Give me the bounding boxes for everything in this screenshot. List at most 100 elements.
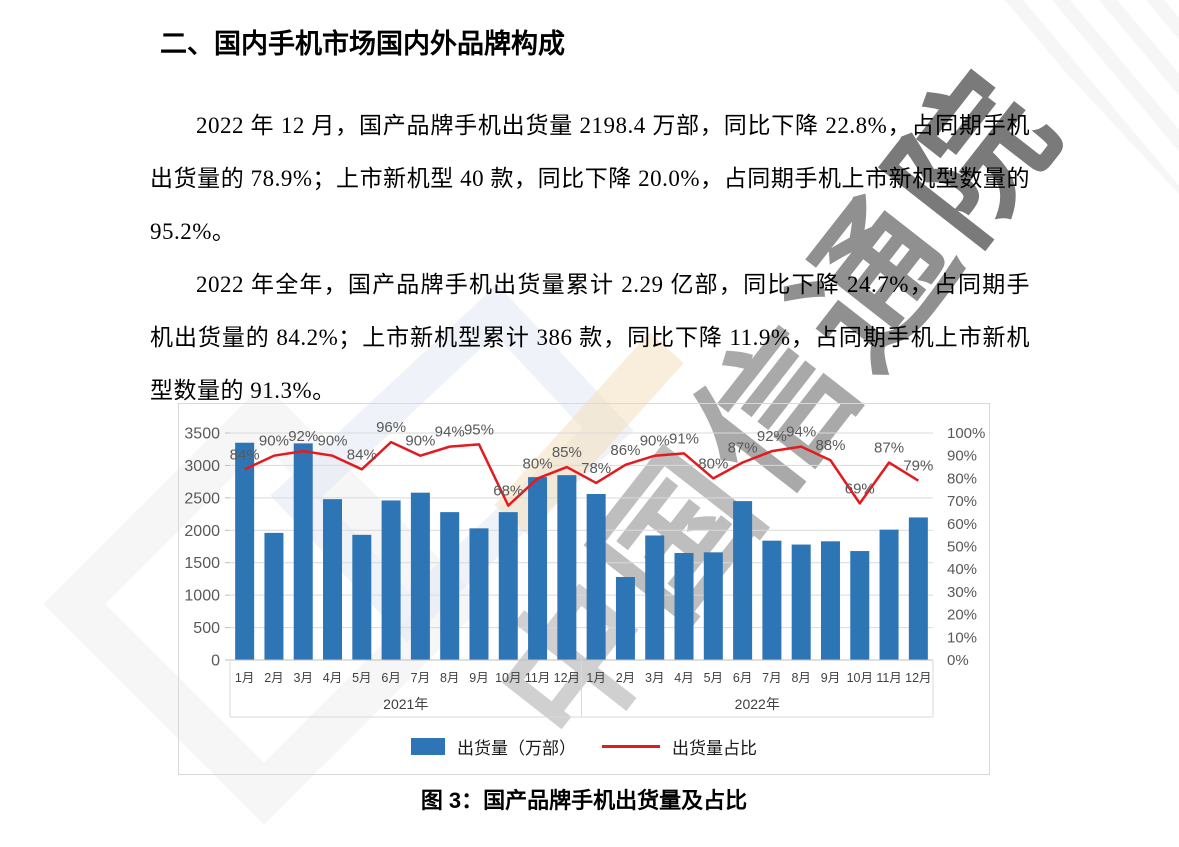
body-text: 2022 年 12 月，国产品牌手机出货量 2198.4 万部，同比下降 22.… — [150, 99, 1030, 417]
month-label: 6月 — [381, 671, 400, 685]
right-axis-label: 60% — [947, 516, 977, 533]
bar-2021年-3月 — [293, 443, 313, 660]
month-label: 1月 — [586, 671, 605, 685]
month-label: 2月 — [264, 671, 283, 685]
month-label: 7月 — [411, 671, 430, 685]
month-label: 11月 — [876, 671, 901, 685]
month-label: 8月 — [791, 671, 810, 685]
left-axis-label: 2500 — [184, 490, 220, 507]
year-label: 2021年 — [383, 696, 428, 712]
chart-plot-area: 0 500 1000 1500 2000 2500 3000 3500 0% 10% 20% 30% 4… — [184, 419, 985, 718]
bar-2021年-7月 — [410, 492, 430, 660]
bar-2022年-7月 — [762, 540, 782, 660]
share-label-2022年-8月: 94% — [786, 424, 816, 441]
right-axis-label: 20% — [947, 607, 977, 624]
bar-2021年-6月 — [381, 500, 401, 660]
month-label: 9月 — [469, 671, 488, 685]
bar-2021年-1月 — [235, 442, 255, 660]
left-axis-label: 1000 — [184, 588, 220, 605]
right-axis-label: 90% — [947, 448, 977, 465]
left-axis-label: 500 — [193, 620, 220, 637]
share-label-2022年-3月: 90% — [640, 433, 670, 450]
month-label: 8月 — [440, 671, 459, 685]
bar-2022年-3月 — [645, 535, 665, 660]
legend-bar-swatch — [411, 738, 445, 755]
share-label-2022年-11月: 87% — [874, 440, 904, 457]
bar-2022年-8月 — [791, 544, 811, 660]
month-label: 3月 — [294, 671, 313, 685]
shipments-share-chart: 0 500 1000 1500 2000 2500 3000 3500 0% 10% 20% 30% 4… — [178, 403, 990, 775]
right-axis-label: 30% — [947, 584, 977, 601]
share-label-2021年-6月: 96% — [376, 419, 406, 436]
month-label: 12月 — [905, 671, 931, 685]
right-axis-label: 80% — [947, 470, 977, 487]
right-axis-label: 100% — [947, 425, 985, 442]
paragraph-full-year: 2022 年全年，国产品牌手机出货量累计 2.29 亿部，同比下降 24.7%，… — [150, 272, 1030, 403]
left-axis-label: 3500 — [184, 426, 220, 443]
section-heading: 二、国内手机市场国内外品牌构成 — [160, 29, 565, 59]
share-label-2021年-5月: 84% — [347, 446, 377, 463]
share-label-2022年-1月: 78% — [581, 460, 611, 477]
month-label: 7月 — [762, 671, 781, 685]
month-label: 11月 — [525, 671, 550, 685]
share-label-2022年-6月: 87% — [728, 440, 758, 457]
share-label-2021年-8月: 94% — [435, 424, 465, 441]
share-label-2022年-5月: 80% — [698, 455, 728, 472]
legend-bar-label: 出货量（万部） — [457, 739, 576, 758]
share-label-2021年-3月: 92% — [288, 428, 318, 445]
chart-legend: 出货量（万部） 出货量占比 — [179, 734, 989, 759]
bar-2021年-2月 — [264, 532, 284, 660]
month-label: 12月 — [554, 671, 580, 685]
month-label: 9月 — [821, 671, 840, 685]
share-label-2022年-2月: 86% — [610, 442, 640, 459]
document-body: 二、国内手机市场国内外品牌构成 2022 年 12 月，国产品牌手机出货量 21… — [0, 0, 1179, 417]
bar-2022年-1月 — [586, 493, 606, 660]
legend-line-swatch — [602, 745, 660, 748]
share-label-2022年-10月: 69% — [845, 480, 875, 497]
share-label-2021年-12月: 85% — [552, 444, 582, 461]
share-label-2021年-7月: 90% — [405, 433, 435, 450]
share-label-2022年-4月: 91% — [669, 430, 699, 447]
bar-2022年-10月 — [850, 551, 870, 660]
month-label: 2月 — [616, 671, 635, 685]
bar-2022年-2月 — [615, 576, 635, 660]
share-label-2021年-9月: 95% — [464, 421, 494, 438]
share-label-2021年-11月: 80% — [523, 455, 553, 472]
bar-2021年-9月 — [469, 528, 489, 660]
left-axis-label: 2000 — [184, 523, 220, 540]
right-axis-label: 50% — [947, 539, 977, 556]
right-axis-label: 40% — [947, 561, 977, 578]
share-label-2021年-4月: 90% — [318, 433, 348, 450]
month-label: 1月 — [235, 671, 254, 685]
right-axis-label: 70% — [947, 493, 977, 510]
left-axis-label: 3000 — [184, 458, 220, 475]
month-label: 3月 — [645, 671, 664, 685]
bar-2022年-4月 — [674, 552, 694, 660]
right-axis-label: 10% — [947, 629, 977, 646]
month-label: 5月 — [352, 671, 371, 685]
left-axis-label: 1500 — [184, 555, 220, 572]
share-label-2021年-1月: 84% — [230, 446, 260, 463]
share-label-2021年-2月: 90% — [259, 433, 289, 450]
bar-2021年-11月 — [528, 477, 548, 660]
bar-2022年-9月 — [820, 541, 840, 660]
share-label-2022年-9月: 88% — [815, 437, 845, 454]
bar-2022年-6月 — [733, 501, 753, 660]
month-label: 10月 — [495, 671, 521, 685]
month-label: 10月 — [847, 671, 873, 685]
legend-line-label: 出货量占比 — [672, 739, 757, 758]
left-axis-label: 0 — [211, 653, 220, 670]
share-label-2022年-12月: 79% — [903, 458, 933, 475]
bar-2021年-4月 — [323, 499, 343, 660]
month-label: 6月 — [733, 671, 752, 685]
share-label-2021年-10月: 68% — [493, 483, 523, 500]
bar-2021年-8月 — [440, 512, 460, 660]
bar-2022年-12月 — [908, 517, 928, 660]
bar-2021年-10月 — [498, 512, 518, 660]
paragraph-december: 2022 年 12 月，国产品牌手机出货量 2198.4 万部，同比下降 22.… — [150, 113, 1030, 244]
month-label: 4月 — [323, 671, 342, 685]
share-label-2022年-7月: 92% — [757, 428, 787, 445]
bar-2022年-11月 — [879, 529, 899, 660]
month-label: 5月 — [704, 671, 723, 685]
